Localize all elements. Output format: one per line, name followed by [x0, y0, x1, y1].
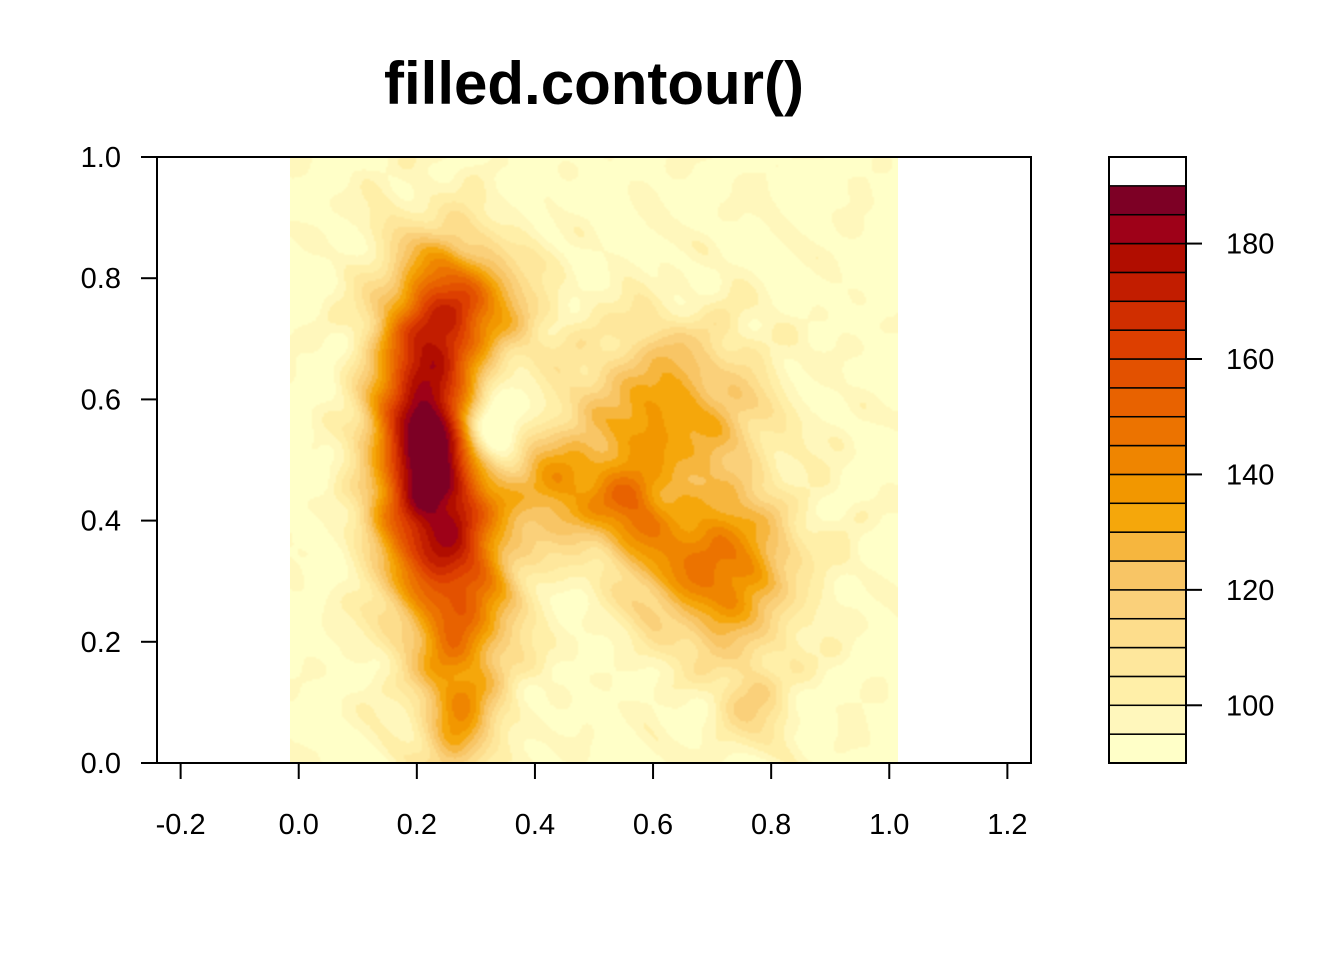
x-tick-label: 0.8: [751, 809, 791, 841]
legend-swatch: [1108, 329, 1187, 360]
legend-swatch: [1108, 473, 1187, 505]
legend-swatch: [1108, 415, 1187, 447]
legend-tick-label: 100: [1226, 690, 1274, 722]
legend-swatch: [1108, 271, 1187, 303]
legend-swatch: [1108, 646, 1187, 678]
chart-title: filled.contour(): [384, 50, 804, 117]
plot-area: [156, 156, 1032, 764]
x-tick-label: 1.2: [987, 809, 1027, 841]
legend-frame: [1108, 156, 1187, 764]
legend-swatch: [1108, 704, 1187, 735]
legend-swatch: [1108, 213, 1187, 245]
y-tick-label: 0.0: [81, 748, 121, 780]
legend-tick-label: 120: [1226, 575, 1274, 607]
y-tick-label: 0.2: [81, 627, 121, 659]
x-tick-label: -0.2: [156, 809, 206, 841]
legend-swatch: [1108, 675, 1187, 707]
legend-swatch: [1108, 444, 1187, 476]
x-tick-label: 1.0: [869, 809, 909, 841]
x-tick-label: 0.4: [515, 809, 555, 841]
y-tick-label: 0.8: [81, 263, 121, 295]
legend-swatch: [1108, 358, 1187, 389]
y-tick-label: 1.0: [81, 142, 121, 174]
legend-swatch: [1108, 300, 1187, 331]
legend-tick-label: 180: [1226, 229, 1274, 261]
legend-swatch: [1108, 531, 1187, 562]
x-tick-label: 0.2: [397, 809, 437, 841]
legend-swatch: [1108, 733, 1187, 764]
heatmap-surface: [290, 157, 898, 763]
legend-tick-label: 160: [1226, 344, 1274, 376]
y-tick-label: 0.6: [81, 384, 121, 416]
legend-swatch: [1108, 589, 1187, 620]
legend-swatch: [1108, 387, 1187, 418]
legend-swatch: [1108, 560, 1187, 591]
legend-swatch: [1108, 185, 1187, 216]
y-tick-label: 0.4: [81, 506, 121, 538]
x-axis: -0.2 0.0 0.2 0.4 0.6 0.8 1.0 1.2: [156, 762, 1028, 841]
legend-tick-label: 140: [1226, 459, 1274, 491]
legend-swatch: [1108, 617, 1187, 649]
x-tick-label: 0.0: [279, 809, 319, 841]
legend-swatch: [1108, 242, 1187, 274]
color-legend: 100 120 140 160 180: [1108, 156, 1274, 764]
legend-swatch: [1108, 502, 1187, 533]
y-axis: 0.0 0.2 0.4 0.6 0.8 1.0: [81, 142, 158, 780]
x-tick-label: 0.6: [633, 809, 673, 841]
